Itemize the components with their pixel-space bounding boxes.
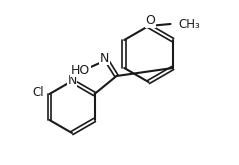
Text: N: N <box>67 75 77 87</box>
Text: HO: HO <box>71 64 90 77</box>
Text: CH₃: CH₃ <box>179 17 200 31</box>
Text: N: N <box>100 51 109 65</box>
Text: Cl: Cl <box>33 85 44 99</box>
Text: O: O <box>146 15 155 28</box>
